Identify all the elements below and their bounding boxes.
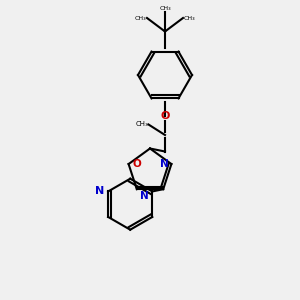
- Text: CH₃: CH₃: [184, 16, 195, 20]
- Text: N: N: [95, 187, 104, 196]
- Text: O: O: [160, 110, 170, 121]
- Text: N: N: [140, 191, 148, 201]
- Text: N: N: [160, 159, 168, 169]
- Text: CH₃: CH₃: [135, 121, 148, 127]
- Text: O: O: [132, 159, 141, 169]
- Text: CH₃: CH₃: [135, 16, 146, 20]
- Text: CH₃: CH₃: [159, 6, 171, 11]
